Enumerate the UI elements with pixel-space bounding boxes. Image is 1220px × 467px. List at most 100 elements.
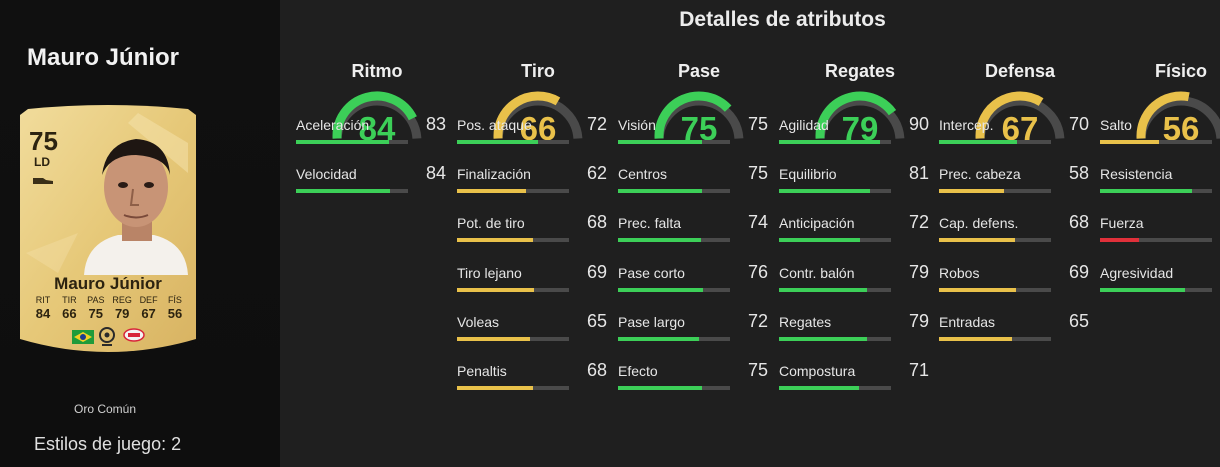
attribute-bar	[779, 238, 891, 242]
category-name: Defensa	[984, 61, 1056, 81]
attribute-bar	[779, 386, 891, 390]
attribute-name: Pase corto	[618, 265, 685, 281]
attribute-bar-fill	[779, 386, 859, 390]
attribute-bar	[939, 189, 1051, 193]
attribute-row: Robos 69	[939, 262, 1089, 295]
attribute-bar-fill	[618, 337, 699, 341]
attribute-row: Finalización 62	[457, 163, 607, 196]
attribute-value: 70	[1068, 114, 1089, 134]
attribute-row: Prec. falta 74	[618, 212, 768, 245]
card-stat: RIT 84	[31, 295, 55, 321]
attribute-bar	[457, 189, 569, 193]
attribute-row: Compostura 71	[779, 360, 929, 393]
attribute-row: Contr. balón 79	[779, 262, 929, 295]
attribute-row: Agresividad76	[1100, 265, 1220, 295]
card-stat-value: 56	[167, 306, 183, 321]
attribute-value: 71	[908, 360, 929, 380]
card-stat-label: FÍS	[167, 295, 182, 305]
card-stat-label: REG	[112, 295, 132, 305]
gauge-fill	[1136, 91, 1190, 139]
attribute-name: Entradas	[939, 314, 996, 330]
card-stats: RIT 84 TIR 66 PAS 75 REG 79 DEF 67 FÍS 56	[31, 295, 187, 321]
attribute-name: Velocidad	[296, 166, 357, 182]
player-portrait	[84, 139, 188, 275]
playstyles-count[interactable]: Estilos de juego: 2	[34, 434, 182, 454]
attribute-value: 76	[747, 262, 768, 282]
attribute-name: Visión	[618, 117, 656, 133]
attribute-bar-fill	[618, 140, 702, 144]
attribute-value: 75	[747, 360, 768, 380]
attribute-bar	[618, 189, 730, 193]
boot-icon	[33, 178, 53, 184]
attribute-bar-fill	[457, 238, 534, 242]
attribute-name: Resistencia	[1100, 166, 1173, 182]
attribute-bar	[779, 140, 891, 144]
category-name: Tiro	[521, 61, 555, 81]
gauge-fill	[654, 91, 732, 139]
attribute-bar	[618, 386, 730, 390]
attribute-name: Pase largo	[618, 314, 685, 330]
attribute-bar-fill	[779, 337, 868, 341]
attribute-bar-fill	[779, 238, 860, 242]
attribute-name: Finalización	[457, 166, 531, 182]
attribute-value: 58	[1068, 163, 1089, 183]
attribute-name: Contr. balón	[779, 265, 855, 281]
attribute-name: Salto	[1100, 117, 1132, 133]
attribute-value: 79	[908, 311, 929, 331]
attribute-bar	[618, 238, 730, 242]
attribute-name: Centros	[618, 166, 668, 182]
attribute-row: Intercep. 70	[939, 114, 1089, 147]
attribute-bar-fill	[1100, 189, 1192, 193]
attribute-value: 75	[747, 114, 768, 134]
attribute-bar-fill	[618, 386, 702, 390]
attribute-row: Pase largo 72	[618, 311, 768, 344]
attribute-name: Voleas	[457, 314, 500, 330]
attribute-bar	[1100, 140, 1212, 144]
attribute-row: Prec. cabeza 58	[939, 163, 1089, 196]
attribute-bar	[939, 140, 1051, 144]
attribute-bar	[1100, 288, 1212, 292]
card-rating: 75	[29, 126, 58, 156]
attribute-value: 68	[586, 212, 607, 232]
attribute-bar-fill	[296, 189, 391, 193]
attribute-bar	[457, 386, 569, 390]
card-stat-value: 66	[62, 306, 77, 321]
attribute-bar	[1100, 189, 1212, 193]
attribute-row: Tiro lejano 69	[457, 262, 607, 295]
attribute-name: Tiro lejano	[457, 265, 522, 281]
player-panel: Mauro Júnior 75 LD	[0, 0, 280, 467]
attribute-bar-fill	[618, 288, 704, 292]
attribute-name: Robos	[939, 265, 980, 281]
card-stat-label: DEF	[139, 295, 158, 305]
card-stat-value: 75	[88, 306, 104, 321]
attribute-row: Voleas 65	[457, 311, 607, 344]
attribute-name: Prec. falta	[618, 215, 682, 231]
card-type-label: Oro Común	[73, 402, 137, 416]
attribute-row: Anticipación 72	[779, 212, 929, 245]
attribute-value: 69	[1068, 262, 1089, 282]
attribute-bar	[779, 189, 891, 193]
card-stat-label: TIR	[62, 295, 77, 305]
attribute-bar-fill	[457, 140, 538, 144]
attribute-value: 62	[586, 163, 607, 183]
card-stat-value: 84	[35, 306, 51, 321]
attribute-bar	[618, 337, 730, 341]
attribute-row: Entradas 65	[939, 311, 1089, 344]
attribute-value: 83	[425, 114, 446, 134]
attribute-row: Fuerza35	[1100, 215, 1220, 245]
attribute-name: Intercep.	[939, 117, 994, 133]
attribute-value: 68	[586, 360, 607, 380]
attribute-bar	[457, 337, 569, 341]
attribute-bar	[296, 140, 408, 144]
attribute-value: 65	[1068, 311, 1089, 331]
attribute-row: Cap. defens. 68	[939, 212, 1089, 245]
card-player-name: Mauro Júnior	[54, 274, 162, 293]
attribute-name: Penaltis	[457, 363, 507, 379]
attribute-value: 81	[908, 163, 929, 183]
attribute-bar-fill	[457, 288, 535, 292]
player-card[interactable]: 75 LD Mauro Júnior RIT 84 TIR 66 PAS 75 REG…	[18, 103, 198, 356]
attribute-value: 65	[586, 311, 607, 331]
attribute-row: Centros 75	[618, 163, 768, 196]
attribute-row: Visión 75	[618, 114, 768, 147]
gauge-fill	[493, 91, 561, 139]
